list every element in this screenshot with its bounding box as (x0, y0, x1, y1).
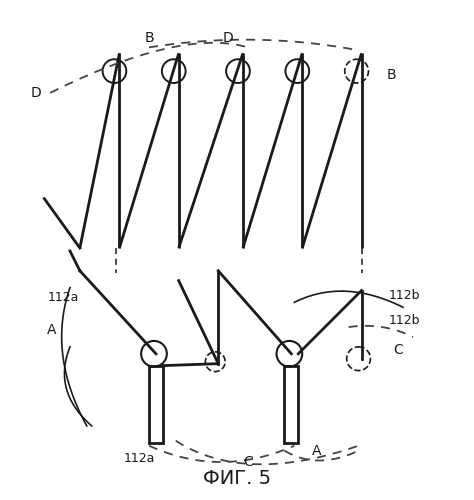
Text: ФИГ. 5: ФИГ. 5 (203, 469, 271, 488)
Text: C: C (393, 343, 403, 357)
Text: D: D (223, 30, 234, 44)
Text: D: D (30, 86, 41, 100)
Text: A: A (312, 444, 322, 458)
Text: 112b: 112b (388, 314, 419, 326)
Text: C: C (243, 456, 253, 469)
Text: B: B (144, 30, 154, 44)
Bar (284, 366, 298, 442)
Text: 112a: 112a (123, 452, 155, 465)
Text: B: B (386, 68, 396, 82)
Text: A: A (47, 323, 57, 337)
Bar (149, 366, 163, 442)
Text: 112b: 112b (388, 289, 419, 302)
Text: 112a: 112a (47, 291, 79, 304)
